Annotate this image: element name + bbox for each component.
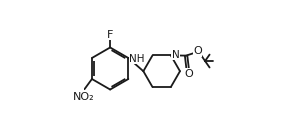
Text: NH: NH: [129, 54, 145, 64]
Text: O: O: [184, 68, 193, 79]
Text: F: F: [107, 30, 113, 40]
Text: N: N: [171, 50, 179, 60]
Text: NO₂: NO₂: [73, 92, 95, 102]
Text: O: O: [193, 46, 202, 56]
